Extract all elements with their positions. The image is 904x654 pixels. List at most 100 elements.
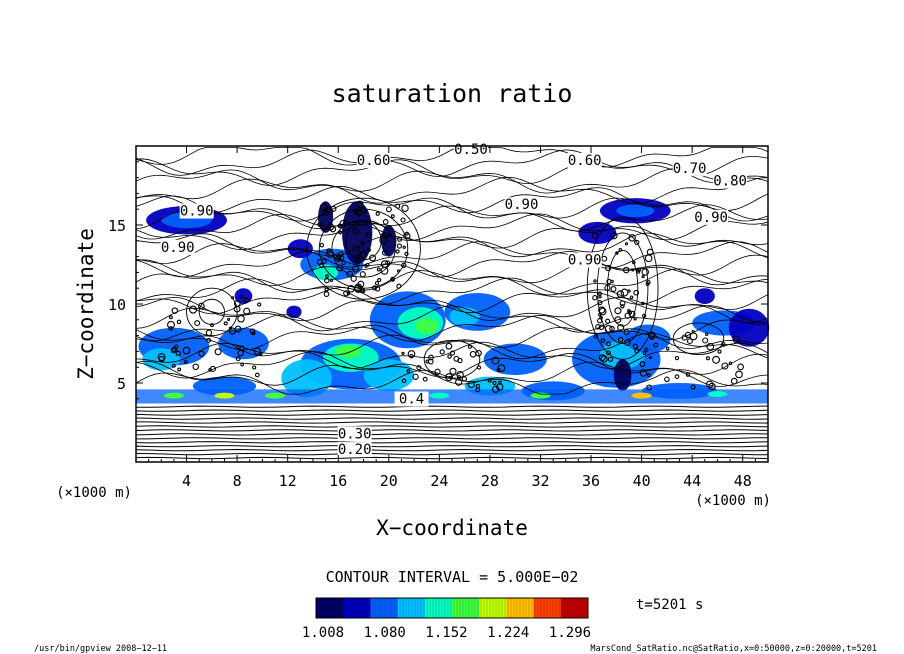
contour-loop-small [341, 260, 347, 266]
contour-line [135, 232, 769, 259]
contour-loop-small [708, 382, 716, 391]
colorbar-swatch [343, 598, 371, 618]
contour-loop-small [174, 344, 179, 349]
contour-loop-small [249, 328, 256, 335]
contour-loop-small [371, 285, 378, 291]
contour-loop-small [684, 331, 692, 339]
contour-label-backdrop [160, 239, 195, 255]
plot-area: 0.50 0.60 0.60 0.70 0.80 0.90 0.90 0.90 0.90 0.90… [108, 141, 770, 490]
contour-loop-small [350, 275, 357, 282]
contour-loop-small [253, 347, 262, 355]
contour-label-backdrop [356, 152, 391, 168]
contour-loop-small [395, 249, 400, 254]
contour-loop-small [605, 318, 611, 324]
contour-loop-small [685, 372, 691, 377]
contour-loop-small [336, 264, 344, 272]
shaded-region [415, 318, 439, 335]
low-level-shaded-strip [136, 389, 768, 404]
contour-loop-small [317, 221, 323, 228]
contour-loop-small [453, 355, 460, 362]
contour-loop-small [497, 364, 506, 373]
contour-loop-small [416, 365, 422, 371]
x-axis-ticks: 4 8 12 16 20 24 28 32 36 40 44 48 [148, 146, 756, 490]
contour-loop-small [604, 324, 613, 333]
contour-line [135, 445, 769, 448]
x-tick-label: 32 [531, 472, 549, 490]
contour-loop-small [233, 300, 241, 307]
contour-loop-small [632, 260, 636, 265]
contour-label: 0.30 [338, 426, 372, 442]
contour-loop-small [641, 268, 649, 276]
contour-loop-small [634, 348, 640, 354]
contour-loop-small [721, 362, 729, 370]
contour-loop-small [633, 289, 640, 296]
contour-label-backdrop [337, 442, 372, 458]
contour-loop-small [364, 264, 368, 268]
contour-loop-small [369, 254, 377, 262]
contour-loop-small [360, 287, 365, 293]
contour-loop-small [404, 231, 409, 236]
contour-loop-small [598, 306, 606, 314]
contour-loop-small [229, 326, 233, 330]
contour-label: 0.90 [161, 240, 195, 256]
contour-line [135, 425, 769, 428]
contour-loop-small [620, 304, 625, 309]
contour-loop-small [646, 384, 653, 391]
contour-loop-small [702, 337, 709, 344]
contour-loop-small [428, 354, 434, 361]
contour-loop-small [467, 380, 475, 389]
contour-line [135, 448, 769, 452]
contour-line [135, 360, 769, 388]
colorbar [315, 597, 589, 619]
colorbar-swatch [452, 598, 480, 618]
contour-line [135, 149, 769, 177]
contour-loop-small [639, 369, 648, 377]
contour-loop-small [338, 251, 344, 257]
contour-loop-small [192, 363, 199, 371]
contour-label: 0.90 [505, 197, 539, 213]
contour-loop-small [171, 363, 176, 368]
contour-loop-small [644, 254, 653, 263]
contour-loop-small [634, 239, 640, 246]
x-axis-unit: (×1000 m) [695, 493, 771, 509]
contour-label: 0.90 [568, 253, 602, 269]
contour-loop-small [674, 355, 680, 361]
contour-loop-small [183, 360, 188, 364]
contour-loop-small [617, 323, 625, 332]
contour-loop-small [375, 211, 380, 216]
contour-loop-small [167, 320, 175, 329]
contour-line [135, 268, 769, 296]
contour-loop-small [325, 274, 329, 278]
contour-loop-small [409, 353, 414, 359]
contour-loop-small [606, 341, 611, 347]
contour-label: 0.20 [338, 442, 372, 458]
contour-loop-small [208, 368, 212, 372]
contour-loop-small [157, 353, 166, 362]
contour-loop-small [330, 205, 337, 212]
y-tick-label: 15 [108, 217, 126, 235]
contour-loop-small [457, 375, 461, 380]
contour-loop-small [593, 333, 599, 339]
colorbar-tick-label: 1.296 [549, 625, 591, 641]
contour-loop-small [434, 368, 441, 375]
contour-loop-small [439, 349, 445, 355]
shaded-region [449, 307, 480, 327]
contour-loop-small [641, 275, 645, 279]
contour-loop-small [712, 355, 721, 364]
contour-loop-small [445, 342, 453, 350]
contour-loop-small [210, 323, 214, 328]
contour-loop-small [227, 317, 231, 321]
contour-loop-small [381, 249, 388, 256]
contour-loop-small [735, 370, 743, 379]
contour-loop-small [487, 378, 492, 383]
shaded-region [342, 201, 373, 265]
shaded-region [631, 392, 652, 399]
contour-loop-small [629, 295, 634, 299]
contour-loop-small [618, 248, 623, 252]
contour-loop-small [205, 329, 213, 337]
shaded-region [265, 392, 286, 399]
contour-loop-small [737, 363, 744, 371]
contour-label: 0.60 [357, 153, 391, 169]
contour-loop-small [359, 271, 366, 278]
